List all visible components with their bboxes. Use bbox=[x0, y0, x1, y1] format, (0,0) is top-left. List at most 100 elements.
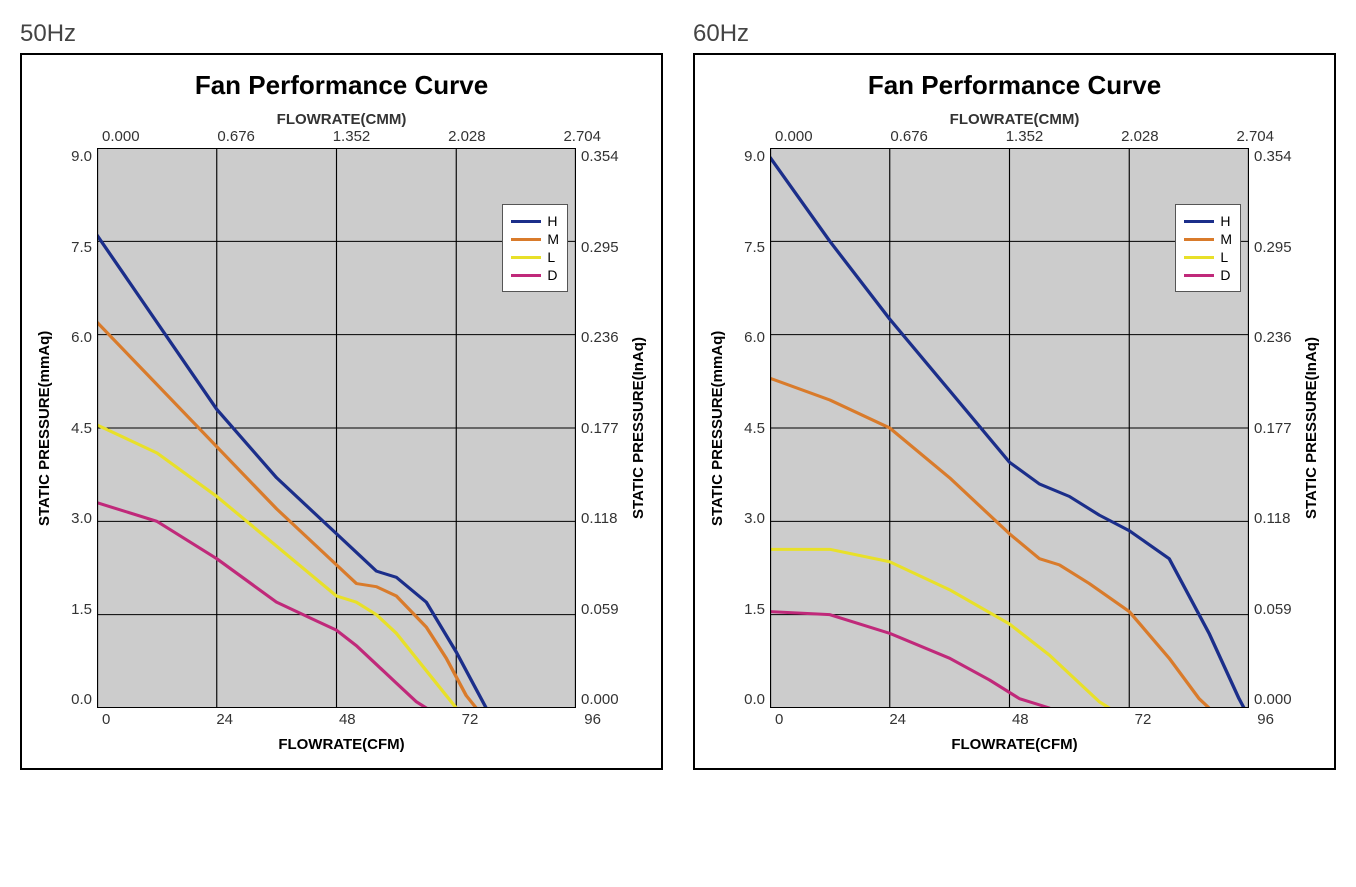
legend-item-L: L bbox=[1184, 249, 1232, 265]
y-right-ticks: 0.3540.2950.2360.1770.1180.0590.000 bbox=[576, 148, 626, 708]
legend-swatch bbox=[511, 220, 541, 223]
y-right-axis-label: STATIC PRESSURE(InAq) bbox=[626, 148, 651, 708]
chart-title: Fan Performance Curve bbox=[32, 70, 651, 101]
legend-item-D: D bbox=[1184, 267, 1232, 283]
y-left-tick: 1.5 bbox=[57, 601, 92, 618]
chart-wrap: STATIC PRESSURE(mmAq)9.0 7.5 6.0 4.5 3.0 1.5 0… bbox=[32, 148, 651, 708]
y-left-tick: 4.5 bbox=[730, 420, 765, 437]
legend-swatch bbox=[1184, 274, 1214, 277]
y-left-tick: 6.0 bbox=[730, 329, 765, 346]
legend-label: L bbox=[1220, 249, 1228, 265]
legend-item-H: H bbox=[511, 213, 559, 229]
top-tick: 1.352 bbox=[1006, 128, 1044, 145]
legend-label: D bbox=[1220, 267, 1230, 283]
legend-item-M: M bbox=[511, 231, 559, 247]
y-left-tick: 9.0 bbox=[57, 148, 92, 165]
y-left-tick: 3.0 bbox=[57, 510, 92, 527]
bottom-tick: 24 bbox=[216, 711, 233, 728]
legend-swatch bbox=[511, 274, 541, 277]
legend-label: D bbox=[547, 267, 557, 283]
y-left-tick: 9.0 bbox=[730, 148, 765, 165]
y-left-tick: 7.5 bbox=[57, 239, 92, 256]
y-left-tick: 3.0 bbox=[730, 510, 765, 527]
top-tick: 0.000 bbox=[775, 128, 813, 145]
top-ticks: 0.000 0.676 1.352 2.028 2.704 bbox=[705, 128, 1324, 145]
legend-label: L bbox=[547, 249, 555, 265]
y-right-tick: 0.354 bbox=[1254, 148, 1299, 165]
bottom-axis-label: FLOWRATE(CFM) bbox=[32, 736, 651, 753]
top-ticks: 0.0000.6761.3522.0282.704 bbox=[32, 128, 651, 145]
y-right-tick: 0.177 bbox=[1254, 420, 1299, 437]
y-right-tick: 0.118 bbox=[581, 510, 626, 527]
chart-title: Fan Performance Curve bbox=[705, 70, 1324, 101]
y-right-tick: 0.236 bbox=[1254, 329, 1299, 346]
top-tick: 2.028 bbox=[448, 128, 486, 145]
y-left-tick: 0.0 bbox=[57, 691, 92, 708]
y-right-tick: 0.059 bbox=[1254, 601, 1299, 618]
y-right-tick: 0.295 bbox=[581, 239, 626, 256]
legend-label: H bbox=[1220, 213, 1230, 229]
panel-label: 60Hz bbox=[693, 20, 1336, 48]
plot-area: HMLD bbox=[770, 148, 1249, 708]
y-right-tick: 0.059 bbox=[581, 601, 626, 618]
legend-label: H bbox=[547, 213, 557, 229]
panel-60Hz: 60HzFan Performance CurveFLOWRATE(CMM)0.… bbox=[693, 20, 1336, 770]
legend-label: M bbox=[1220, 231, 1232, 247]
legend-item-H: H bbox=[1184, 213, 1232, 229]
y-left-tick: 0.0 bbox=[730, 691, 765, 708]
y-right-tick: 0.236 bbox=[581, 329, 626, 346]
chart-box: Fan Performance CurveFLOWRATE(CMM)0.0000… bbox=[693, 53, 1336, 770]
plot-area: HMLD bbox=[97, 148, 576, 708]
bottom-tick: 0 bbox=[102, 711, 110, 728]
legend-swatch bbox=[1184, 220, 1214, 223]
bottom-ticks: 0 24 48 72 96 bbox=[705, 708, 1324, 728]
y-left-tick: 1.5 bbox=[730, 601, 765, 618]
bottom-tick: 48 bbox=[339, 711, 356, 728]
top-tick: 2.028 bbox=[1121, 128, 1159, 145]
bottom-tick: 24 bbox=[889, 711, 906, 728]
y-right-tick: 0.000 bbox=[1254, 691, 1299, 708]
panel-50Hz: 50HzFan Performance CurveFLOWRATE(CMM)0.… bbox=[20, 20, 663, 770]
chart-box: Fan Performance CurveFLOWRATE(CMM)0.0000… bbox=[20, 53, 663, 770]
bottom-tick: 48 bbox=[1012, 711, 1029, 728]
bottom-tick: 96 bbox=[584, 711, 601, 728]
top-axis-label: FLOWRATE(CMM) bbox=[705, 111, 1324, 128]
bottom-ticks: 0 24 48 72 96 bbox=[32, 708, 651, 728]
legend-swatch bbox=[1184, 238, 1214, 241]
top-tick: 0.676 bbox=[217, 128, 255, 145]
legend-label: M bbox=[547, 231, 559, 247]
y-right-tick: 0.354 bbox=[581, 148, 626, 165]
top-tick: 0.676 bbox=[890, 128, 928, 145]
legend-item-D: D bbox=[511, 267, 559, 283]
y-left-ticks: 9.0 7.5 6.0 4.5 3.0 1.5 0.0 bbox=[730, 148, 770, 708]
legend: HMLD bbox=[1175, 204, 1241, 292]
panel-label: 50Hz bbox=[20, 20, 663, 48]
top-tick: 2.704 bbox=[1236, 128, 1274, 145]
y-left-tick: 6.0 bbox=[57, 329, 92, 346]
chart-wrap: STATIC PRESSURE(mmAq)9.0 7.5 6.0 4.5 3.0 1.5 0… bbox=[705, 148, 1324, 708]
bottom-tick: 0 bbox=[775, 711, 783, 728]
y-left-ticks: 9.0 7.5 6.0 4.5 3.0 1.5 0.0 bbox=[57, 148, 97, 708]
legend-swatch bbox=[511, 256, 541, 259]
y-right-tick: 0.000 bbox=[581, 691, 626, 708]
y-right-tick: 0.118 bbox=[1254, 510, 1299, 527]
bottom-tick: 72 bbox=[1135, 711, 1152, 728]
top-tick: 2.704 bbox=[563, 128, 601, 145]
legend: HMLD bbox=[502, 204, 568, 292]
y-left-tick: 4.5 bbox=[57, 420, 92, 437]
bottom-axis-label: FLOWRATE(CFM) bbox=[705, 736, 1324, 753]
top-axis-label: FLOWRATE(CMM) bbox=[32, 111, 651, 128]
y-right-tick: 0.295 bbox=[1254, 239, 1299, 256]
y-right-axis-label: STATIC PRESSURE(InAq) bbox=[1299, 148, 1324, 708]
legend-item-M: M bbox=[1184, 231, 1232, 247]
y-left-tick: 7.5 bbox=[730, 239, 765, 256]
legend-swatch bbox=[1184, 256, 1214, 259]
bottom-tick: 96 bbox=[1257, 711, 1274, 728]
bottom-tick: 72 bbox=[462, 711, 479, 728]
top-tick: 1.352 bbox=[333, 128, 371, 145]
legend-swatch bbox=[511, 238, 541, 241]
y-left-axis-label: STATIC PRESSURE(mmAq) bbox=[32, 148, 57, 708]
legend-item-L: L bbox=[511, 249, 559, 265]
y-left-axis-label: STATIC PRESSURE(mmAq) bbox=[705, 148, 730, 708]
y-right-ticks: 0.354 0.295 0.236 0.177 0.118 0.059 0.000 bbox=[1249, 148, 1299, 708]
